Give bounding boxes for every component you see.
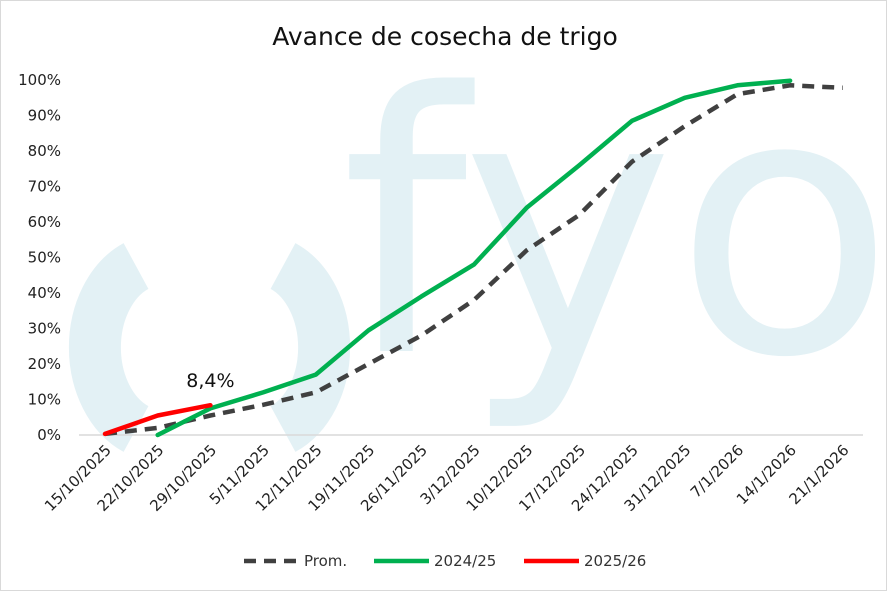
- y-tick-label: 60%: [28, 213, 61, 231]
- legend-label: 2024/25: [434, 552, 496, 570]
- watermark-ring-left: [95, 266, 136, 429]
- data-label: 8,4%: [186, 370, 234, 392]
- y-tick-label: 0%: [37, 426, 61, 444]
- y-tick-label: 10%: [28, 391, 61, 409]
- y-tick-label: 80%: [28, 142, 61, 160]
- watermark-ring-right: [283, 266, 324, 429]
- annotation-layer: 8,4%: [186, 370, 234, 392]
- watermark-text: fyo: [341, 17, 887, 436]
- y-tick-label: 40%: [28, 284, 61, 302]
- legend-label: 2025/26: [584, 552, 646, 570]
- y-axis-ticks: 0% 10% 20% 30% 40% 50% 60% 70% 80% 90% 100%: [18, 71, 61, 444]
- chart-title: Avance de cosecha de trigo: [272, 22, 618, 51]
- y-tick-label: 100%: [18, 71, 61, 89]
- legend-label: Prom.: [304, 552, 347, 570]
- y-tick-label: 70%: [28, 178, 61, 196]
- legend: Prom. 2024/25 2025/26: [244, 552, 646, 570]
- y-tick-label: 30%: [28, 320, 61, 338]
- y-tick-label: 90%: [28, 107, 61, 125]
- y-tick-label: 20%: [28, 355, 61, 373]
- y-tick-label: 50%: [28, 249, 61, 267]
- x-axis-ticks: 15/10/202522/10/202529/10/20255/11/20251…: [41, 441, 853, 515]
